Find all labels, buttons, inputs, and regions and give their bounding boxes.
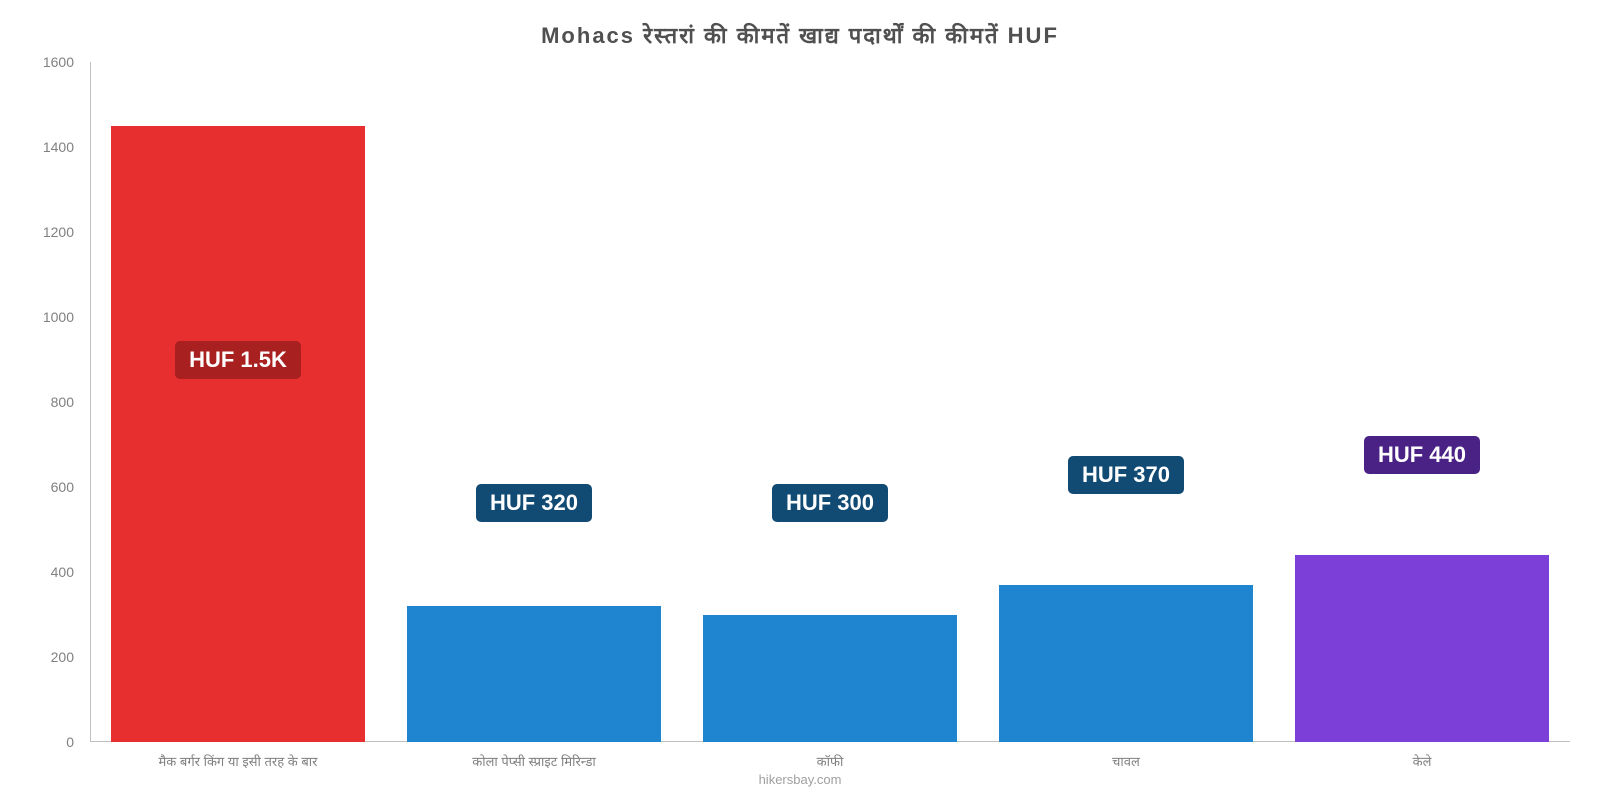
bar-slot: HUF 300 <box>682 62 978 742</box>
value-badge: HUF 300 <box>772 484 888 522</box>
value-badge: HUF 370 <box>1068 456 1184 494</box>
x-axis-label: मैक बर्गर किंग या इसी तरह के बार <box>90 742 386 770</box>
value-badge: HUF 320 <box>476 484 592 522</box>
y-axis-tick: 1200 <box>43 224 74 240</box>
bar: HUF 440 <box>1295 555 1550 742</box>
bar-slot: HUF 440 <box>1274 62 1570 742</box>
x-axis-label: कोला पेप्सी स्प्राइट मिरिन्डा <box>386 742 682 770</box>
value-badge: HUF 1.5K <box>175 341 301 379</box>
y-axis-tick: 800 <box>51 394 74 410</box>
attribution-text: hikersbay.com <box>20 772 1580 787</box>
y-axis-tick: 1400 <box>43 139 74 155</box>
y-axis: 02004006008001000120014001600 <box>20 62 80 742</box>
bar: HUF 370 <box>999 585 1254 742</box>
x-axis-label: केले <box>1274 742 1570 770</box>
y-axis-tick: 1000 <box>43 309 74 325</box>
bar: HUF 320 <box>407 606 662 742</box>
y-axis-tick: 400 <box>51 564 74 580</box>
value-badge: HUF 440 <box>1364 436 1480 474</box>
y-axis-tick: 600 <box>51 479 74 495</box>
chart-container: Mohacs रेस्तरां की कीमतें खाद्य पदार्थों… <box>20 20 1580 780</box>
bar-slot: HUF 1.5K <box>90 62 386 742</box>
chart-plot-area: 02004006008001000120014001600 HUF 1.5KHU… <box>20 62 1580 742</box>
bar-slot: HUF 320 <box>386 62 682 742</box>
chart-title: Mohacs रेस्तरां की कीमतें खाद्य पदार्थों… <box>20 20 1580 62</box>
x-axis-label: चावल <box>978 742 1274 770</box>
bars-group: HUF 1.5K HUF 320 HUF 300 HUF 370 HUF 440 <box>90 62 1570 742</box>
y-axis-tick: 0 <box>66 734 74 750</box>
y-axis-tick: 200 <box>51 649 74 665</box>
y-axis-tick: 1600 <box>43 54 74 70</box>
bar-slot: HUF 370 <box>978 62 1274 742</box>
x-axis-labels: मैक बर्गर किंग या इसी तरह के बारकोला पेप… <box>90 742 1570 770</box>
plot: HUF 1.5K HUF 320 HUF 300 HUF 370 HUF 440 <box>90 62 1570 742</box>
bar: HUF 1.5K <box>111 126 366 742</box>
bar: HUF 300 <box>703 615 958 743</box>
x-axis-label: कॉफी <box>682 742 978 770</box>
